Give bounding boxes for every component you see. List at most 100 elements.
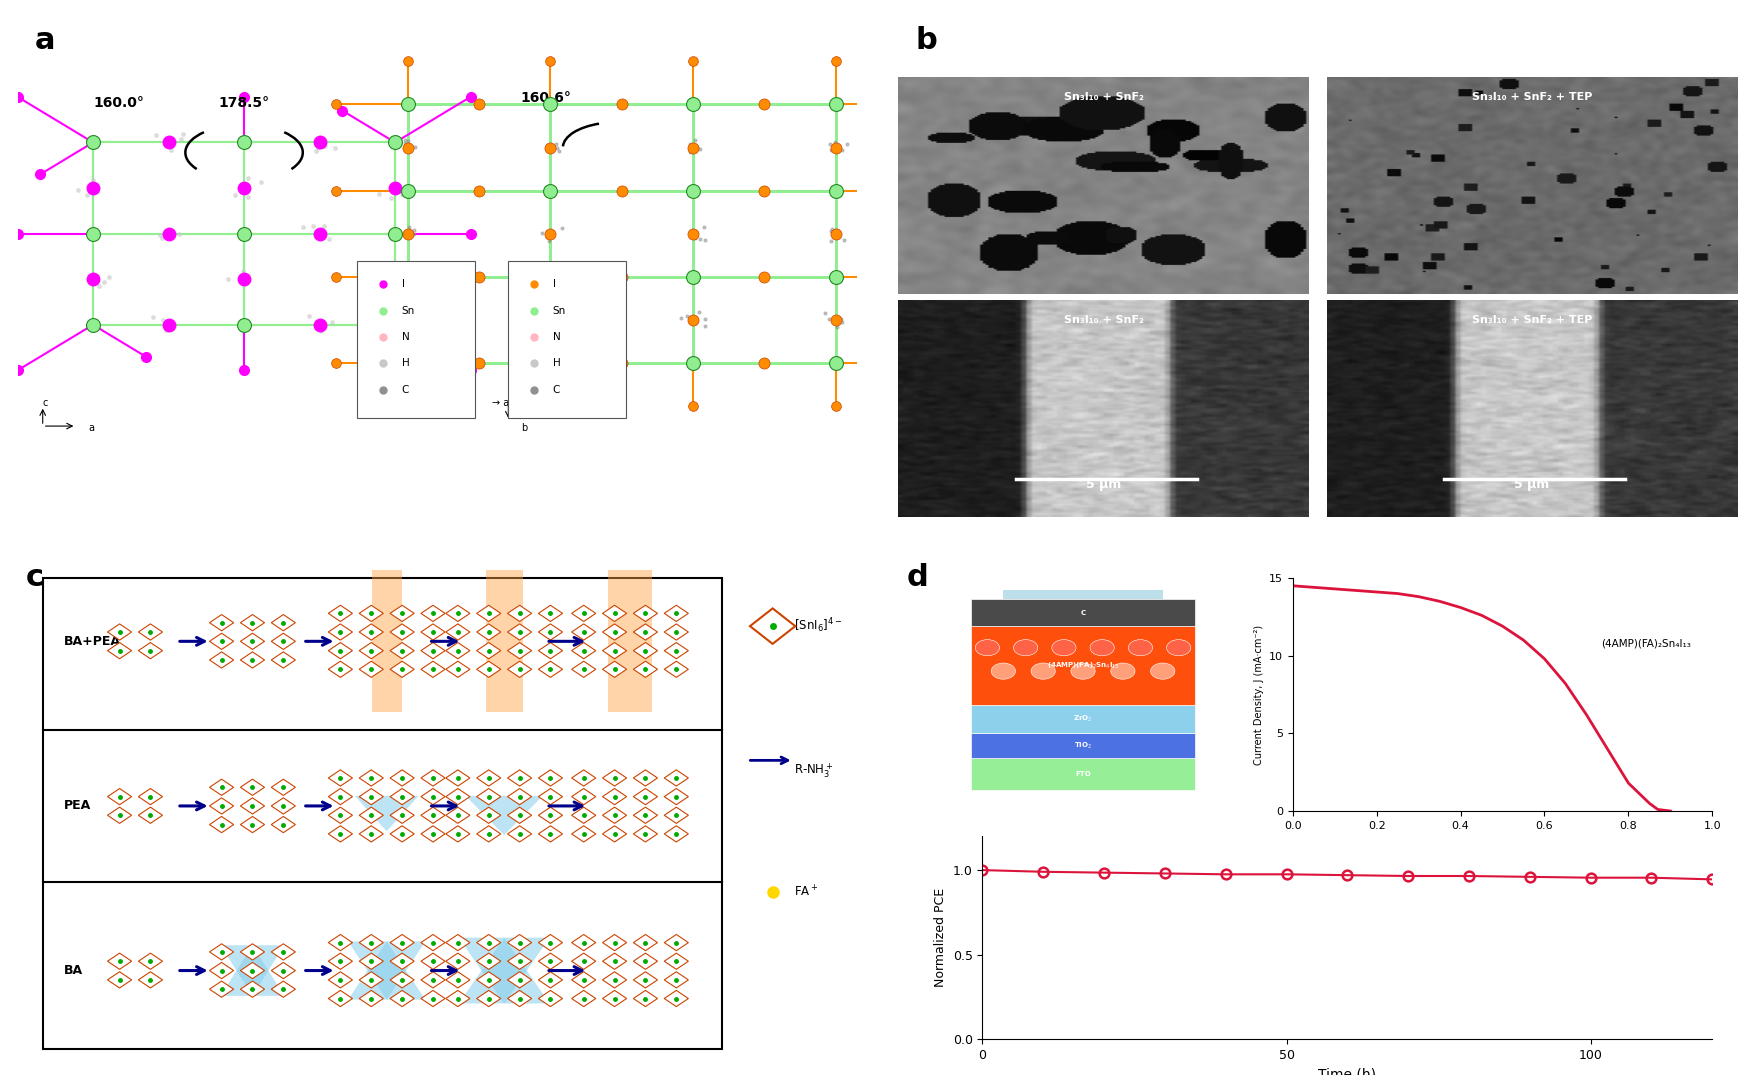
Circle shape [1032, 663, 1055, 679]
Polygon shape [446, 972, 470, 988]
Text: → a: → a [491, 398, 509, 407]
Polygon shape [663, 826, 688, 842]
Polygon shape [347, 942, 425, 1000]
Polygon shape [390, 972, 414, 988]
Polygon shape [221, 945, 284, 995]
Polygon shape [663, 770, 688, 786]
Polygon shape [572, 605, 595, 621]
Text: Sn: Sn [553, 305, 567, 316]
Polygon shape [507, 624, 532, 640]
Polygon shape [209, 944, 233, 960]
Text: FTO: FTO [1076, 771, 1092, 777]
Polygon shape [663, 934, 688, 950]
Polygon shape [477, 643, 500, 659]
Polygon shape [209, 779, 233, 796]
Polygon shape [446, 807, 470, 823]
Text: Sn₃I₁₀ + SnF₂ + TEP: Sn₃I₁₀ + SnF₂ + TEP [1472, 92, 1592, 102]
Bar [486, 571, 523, 713]
Polygon shape [272, 981, 295, 998]
Polygon shape [390, 624, 414, 640]
Text: C: C [553, 385, 560, 395]
Polygon shape [139, 954, 163, 970]
Text: c: c [42, 398, 47, 407]
Polygon shape [421, 770, 446, 786]
Polygon shape [390, 643, 414, 659]
Polygon shape [446, 826, 470, 842]
Polygon shape [572, 643, 595, 659]
Circle shape [1167, 640, 1192, 656]
Polygon shape [634, 643, 658, 659]
Polygon shape [507, 789, 532, 805]
Polygon shape [240, 651, 265, 668]
Polygon shape [634, 934, 658, 950]
Circle shape [1151, 663, 1174, 679]
Polygon shape [209, 817, 233, 833]
Polygon shape [507, 605, 532, 621]
Polygon shape [477, 661, 500, 677]
Polygon shape [240, 633, 265, 649]
Polygon shape [209, 981, 233, 998]
Polygon shape [507, 643, 532, 659]
Text: I: I [402, 280, 405, 289]
Bar [372, 571, 402, 713]
Polygon shape [209, 615, 233, 631]
Text: 160.0°: 160.0° [93, 96, 144, 110]
Polygon shape [663, 972, 688, 988]
Polygon shape [465, 796, 542, 835]
Text: C: C [1081, 610, 1086, 616]
Text: b: b [916, 26, 937, 55]
Polygon shape [477, 605, 500, 621]
Polygon shape [539, 826, 563, 842]
Text: a: a [35, 26, 54, 55]
Polygon shape [421, 807, 446, 823]
Polygon shape [421, 954, 446, 970]
Text: Sn₃I₁₀ + SnF₂: Sn₃I₁₀ + SnF₂ [1064, 315, 1144, 325]
Polygon shape [634, 605, 658, 621]
Polygon shape [272, 779, 295, 796]
Polygon shape [477, 972, 500, 988]
Text: Sn₃I₁₀ + SnF₂ + TEP: Sn₃I₁₀ + SnF₂ + TEP [1472, 315, 1592, 325]
Y-axis label: Normalized PCE: Normalized PCE [934, 888, 948, 987]
Polygon shape [390, 789, 414, 805]
Text: d: d [907, 563, 928, 592]
Polygon shape [139, 643, 163, 659]
Polygon shape [328, 624, 353, 640]
Bar [972, 705, 1195, 733]
Polygon shape [328, 972, 353, 988]
Polygon shape [390, 661, 414, 677]
Polygon shape [507, 990, 532, 1006]
Polygon shape [477, 624, 500, 640]
Text: b: b [521, 424, 526, 433]
Polygon shape [328, 826, 353, 842]
Text: FA$^+$: FA$^+$ [793, 885, 818, 900]
Text: BA+PEA: BA+PEA [63, 635, 121, 648]
Polygon shape [209, 798, 233, 814]
Polygon shape [507, 826, 532, 842]
Polygon shape [328, 605, 353, 621]
Polygon shape [572, 972, 595, 988]
Polygon shape [477, 990, 500, 1006]
Polygon shape [360, 770, 383, 786]
Text: BA: BA [63, 964, 82, 977]
Polygon shape [602, 661, 627, 677]
Polygon shape [572, 624, 595, 640]
Polygon shape [272, 651, 295, 668]
Polygon shape [663, 624, 688, 640]
Polygon shape [602, 934, 627, 950]
Polygon shape [477, 934, 500, 950]
Polygon shape [634, 770, 658, 786]
Polygon shape [602, 770, 627, 786]
Polygon shape [572, 770, 595, 786]
Polygon shape [360, 954, 383, 970]
Polygon shape [539, 770, 563, 786]
Polygon shape [209, 651, 233, 668]
Polygon shape [240, 944, 265, 960]
Polygon shape [360, 789, 383, 805]
Polygon shape [539, 605, 563, 621]
Circle shape [1111, 663, 1135, 679]
Polygon shape [507, 770, 532, 786]
Polygon shape [572, 954, 595, 970]
Bar [609, 571, 651, 713]
Polygon shape [272, 798, 295, 814]
Text: H: H [553, 358, 560, 369]
